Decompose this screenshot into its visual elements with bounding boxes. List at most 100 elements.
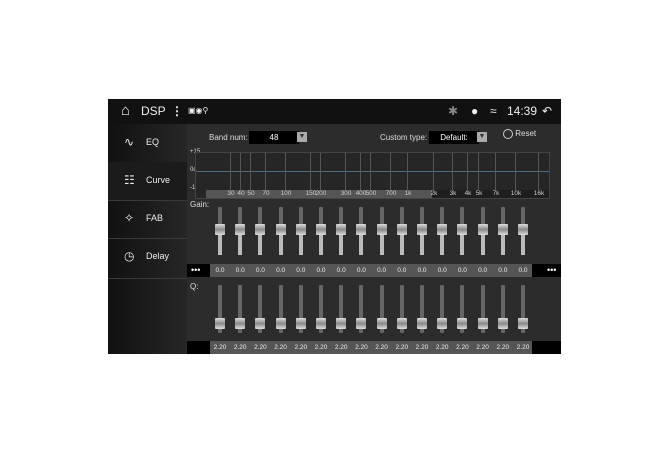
q-slider[interactable]: [255, 285, 266, 333]
q-slider[interactable]: [316, 285, 326, 333]
gain-slider[interactable]: [295, 207, 306, 255]
q-value: 2.20: [254, 344, 267, 351]
slider-thumb[interactable]: [336, 223, 347, 235]
slider-thumb[interactable]: [295, 223, 306, 235]
slider-thumb[interactable]: [457, 223, 468, 235]
slider-thumb[interactable]: [316, 223, 326, 235]
home-icon[interactable]: ⌂: [121, 102, 131, 119]
slider-thumb[interactable]: [477, 318, 488, 330]
radio-icon: [503, 129, 513, 139]
q-slider[interactable]: [457, 285, 468, 333]
slider-fill: [339, 228, 344, 255]
band-num-value: 48: [269, 133, 279, 142]
q-slider[interactable]: [437, 285, 448, 333]
freq-label: 2k: [430, 190, 438, 197]
slider-thumb[interactable]: [235, 318, 246, 330]
back-icon[interactable]: ↶: [542, 104, 553, 118]
slider-thumb[interactable]: [417, 223, 427, 235]
chevron-down-icon[interactable]: ▼: [297, 132, 307, 142]
slider-thumb[interactable]: [215, 223, 225, 235]
grid-line: [320, 153, 321, 190]
q-slider[interactable]: [417, 285, 427, 333]
grid-line: [390, 153, 391, 190]
q-slider[interactable]: [477, 285, 488, 333]
slider-thumb[interactable]: [396, 223, 407, 235]
band-num-select[interactable]: 48: [249, 131, 299, 144]
gain-slider[interactable]: [497, 207, 508, 255]
q-slider[interactable]: [275, 285, 286, 333]
gain-slider[interactable]: [437, 207, 448, 255]
gain-value: 0.0: [235, 267, 245, 274]
slider-thumb[interactable]: [275, 318, 286, 330]
gain-slider[interactable]: [336, 207, 347, 255]
gain-value: 0.0: [478, 267, 488, 274]
slider-thumb[interactable]: [356, 318, 367, 330]
reset-button[interactable]: Reset: [503, 129, 536, 139]
gain-value: 0.0: [255, 267, 265, 274]
slider-thumb[interactable]: [255, 318, 266, 330]
grid-line: [495, 153, 496, 190]
slider-thumb[interactable]: [477, 223, 488, 235]
gain-value: 0.0: [417, 267, 427, 274]
slider-thumb[interactable]: [518, 223, 528, 235]
sidebar-item-delay[interactable]: ◷ Delay: [108, 238, 187, 279]
zero-line: [196, 171, 549, 172]
slider-thumb[interactable]: [356, 223, 367, 235]
slider-fill: [440, 228, 445, 255]
slider-thumb[interactable]: [437, 223, 448, 235]
sidebar-item-label: EQ: [146, 137, 160, 147]
q-slider[interactable]: [215, 285, 225, 333]
custom-type-select[interactable]: Default:: [429, 131, 479, 144]
sidebar-item-fab[interactable]: ✧ FAB: [108, 200, 187, 239]
q-slider[interactable]: [295, 285, 306, 333]
gain-slider[interactable]: [417, 207, 427, 255]
slider-thumb[interactable]: [457, 318, 468, 330]
q-slider[interactable]: [235, 285, 246, 333]
gain-slider[interactable]: [316, 207, 326, 255]
gain-slider[interactable]: [477, 207, 488, 255]
gain-slider[interactable]: [215, 207, 225, 255]
gain-slider[interactable]: [376, 207, 387, 255]
slider-thumb[interactable]: [336, 318, 347, 330]
slider-thumb[interactable]: [295, 318, 306, 330]
gain-slider[interactable]: [396, 207, 407, 255]
scroll-right-button[interactable]: •••: [547, 265, 557, 275]
q-slider[interactable]: [336, 285, 347, 333]
q-value: 2.20: [516, 344, 530, 351]
scroll-left-button[interactable]: •••: [191, 265, 201, 275]
q-slider[interactable]: [497, 285, 508, 333]
q-label: Q:: [190, 282, 199, 291]
slider-thumb[interactable]: [437, 318, 448, 330]
slider-thumb[interactable]: [497, 223, 508, 235]
slider-thumb[interactable]: [235, 223, 246, 235]
chevron-down-icon[interactable]: ▼: [477, 132, 487, 142]
sidebar-item-curve[interactable]: ☷ Curve: [108, 162, 187, 201]
slider-thumb[interactable]: [396, 318, 407, 330]
q-slider[interactable]: [356, 285, 367, 333]
gain-slider[interactable]: [255, 207, 266, 255]
slider-thumb[interactable]: [518, 318, 528, 330]
slider-fill: [480, 228, 485, 255]
slider-thumb[interactable]: [275, 223, 286, 235]
gain-slider[interactable]: [235, 207, 246, 255]
grid-line: [538, 153, 539, 190]
slider-fill: [258, 228, 263, 255]
slider-thumb[interactable]: [417, 318, 427, 330]
slider-fill: [238, 228, 243, 255]
gain-slider[interactable]: [457, 207, 468, 255]
q-slider[interactable]: [376, 285, 387, 333]
q-slider[interactable]: [396, 285, 407, 333]
slider-thumb[interactable]: [316, 318, 326, 330]
slider-thumb[interactable]: [255, 223, 266, 235]
slider-thumb[interactable]: [376, 223, 387, 235]
gain-slider[interactable]: [275, 207, 286, 255]
slider-thumb[interactable]: [497, 318, 508, 330]
gain-slider[interactable]: [518, 207, 528, 255]
q-value: 2.20: [274, 344, 287, 351]
q-slider[interactable]: [518, 285, 528, 333]
slider-thumb[interactable]: [215, 318, 225, 330]
gain-slider[interactable]: [356, 207, 367, 255]
slider-thumb[interactable]: [376, 318, 387, 330]
more-vert-icon[interactable]: ⋮: [171, 104, 183, 118]
sidebar-item-eq[interactable]: ∿ EQ: [108, 124, 187, 163]
